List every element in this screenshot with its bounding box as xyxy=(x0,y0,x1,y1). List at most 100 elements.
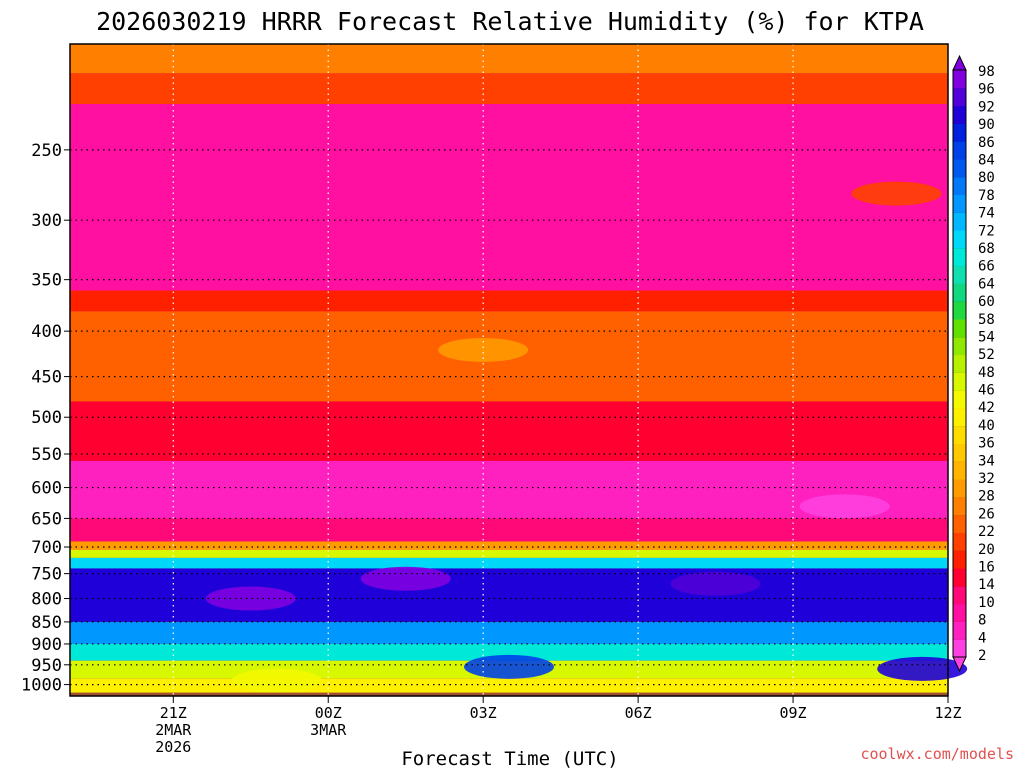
colorbar-segment xyxy=(953,105,966,124)
y-tick-label: 850 xyxy=(31,613,62,633)
colorbar-segment xyxy=(953,461,966,480)
rh-layer xyxy=(70,518,948,542)
colorbar-label: 20 xyxy=(978,542,995,558)
x-tick-label: 06Z xyxy=(625,704,652,722)
y-tick-label: 500 xyxy=(31,408,62,428)
rh-layer xyxy=(70,643,948,661)
colorbar-label: 72 xyxy=(978,223,995,239)
y-tick-label: 450 xyxy=(31,368,62,388)
colorbar-segment xyxy=(953,212,966,231)
x-tick-label: 2026 xyxy=(155,738,191,756)
rh-feature xyxy=(464,654,554,679)
rh-layer xyxy=(70,401,948,461)
rh-feature xyxy=(851,181,942,206)
rh-feature xyxy=(231,668,322,693)
x-tick-label: 00Z xyxy=(315,704,342,722)
rh-layer xyxy=(70,73,948,105)
colorbar-segment xyxy=(953,585,966,605)
colorbar-label: 80 xyxy=(978,170,995,186)
rh-layer xyxy=(70,44,948,74)
rh-layer xyxy=(70,104,948,291)
rh-layer xyxy=(70,621,948,644)
rh-feature xyxy=(438,337,529,362)
y-tick-label: 1000 xyxy=(21,676,62,696)
colorbar-label: 32 xyxy=(978,471,995,487)
colorbar-label: 84 xyxy=(978,152,995,168)
colorbar-segment xyxy=(953,550,966,569)
colorbar-label: 86 xyxy=(978,135,995,151)
colorbar-frame xyxy=(952,69,967,658)
plot-area xyxy=(69,43,968,697)
colorbar-segment xyxy=(953,319,966,338)
x-tick-label: 09Z xyxy=(780,704,807,722)
y-tick-label: 400 xyxy=(31,322,62,342)
rh-feature xyxy=(360,566,451,591)
colorbar-arrow-top xyxy=(952,54,967,71)
colorbar-label: 98 xyxy=(978,64,995,80)
colorbar-label: 52 xyxy=(978,347,995,363)
x-tick-label: 12Z xyxy=(934,704,961,722)
x-tick-label: 21Z xyxy=(160,704,187,722)
colorbar-label: 66 xyxy=(978,259,995,275)
ground-surface xyxy=(70,692,948,696)
colorbar-label: 14 xyxy=(978,577,995,593)
rh-layer xyxy=(70,541,948,550)
colorbar-segment xyxy=(953,336,966,356)
colorbar-segment xyxy=(953,443,966,462)
rh-feature xyxy=(799,494,890,519)
colorbar-segment xyxy=(953,372,966,391)
plot-frame xyxy=(69,43,949,697)
colorbar-label: 46 xyxy=(978,383,995,399)
colorbar-label: 4 xyxy=(978,630,986,646)
colorbar-label: 42 xyxy=(978,400,995,416)
x-axis-title: Forecast Time (UTC) xyxy=(401,748,618,768)
rh-layer xyxy=(70,568,948,622)
colorbar-segment xyxy=(953,514,966,533)
colorbar-segment xyxy=(953,158,966,178)
colorbar-segment xyxy=(953,639,966,658)
colorbar-segment xyxy=(953,603,966,622)
colorbar-segment xyxy=(953,407,966,427)
colorbar-label: 48 xyxy=(978,365,995,381)
y-tick-label: 250 xyxy=(31,141,62,161)
y-tick-label: 350 xyxy=(31,271,62,291)
colorbar-label: 16 xyxy=(978,560,995,576)
colorbar-segment xyxy=(953,354,966,373)
y-tick-label: 650 xyxy=(31,509,62,529)
y-tick-label: 550 xyxy=(31,445,62,465)
rh-feature xyxy=(670,571,761,596)
colorbar-segment xyxy=(953,496,966,516)
colorbar-label: 74 xyxy=(978,206,995,222)
colorbar: 9896929086848078747268666460585452484642… xyxy=(952,54,995,673)
rh-layer xyxy=(70,557,948,569)
colorbar-segment xyxy=(953,283,966,302)
colorbar-label: 40 xyxy=(978,418,995,434)
colorbar-segment xyxy=(953,176,966,196)
colorbar-label: 28 xyxy=(978,489,995,505)
colorbar-label: 68 xyxy=(978,241,995,257)
x-tick-label: 03Z xyxy=(470,704,497,722)
colorbar-segment xyxy=(953,247,966,267)
colorbar-segment xyxy=(953,230,966,249)
y-tick-label: 900 xyxy=(31,635,62,655)
colorbar-label: 64 xyxy=(978,276,995,292)
credit-link[interactable]: coolwx.com/models xyxy=(860,745,1014,763)
colorbar-label: 58 xyxy=(978,312,995,328)
y-tick-label: 800 xyxy=(31,590,62,610)
y-tick-label: 700 xyxy=(31,538,62,558)
colorbar-label: 8 xyxy=(978,613,986,629)
colorbar-label: 92 xyxy=(978,99,995,115)
rh-feature xyxy=(877,656,968,681)
colorbar-label: 78 xyxy=(978,188,995,204)
colorbar-label: 36 xyxy=(978,436,995,452)
y-tick-label: 300 xyxy=(31,211,62,231)
colorbar-label: 26 xyxy=(978,506,995,522)
colorbar-segment xyxy=(953,568,966,587)
colorbar-label: 54 xyxy=(978,329,995,345)
colorbar-segment xyxy=(953,194,966,213)
colorbar-segment xyxy=(953,87,966,107)
colorbar-label: 2 xyxy=(978,648,986,664)
x-tick-label: 3MAR xyxy=(310,721,347,739)
